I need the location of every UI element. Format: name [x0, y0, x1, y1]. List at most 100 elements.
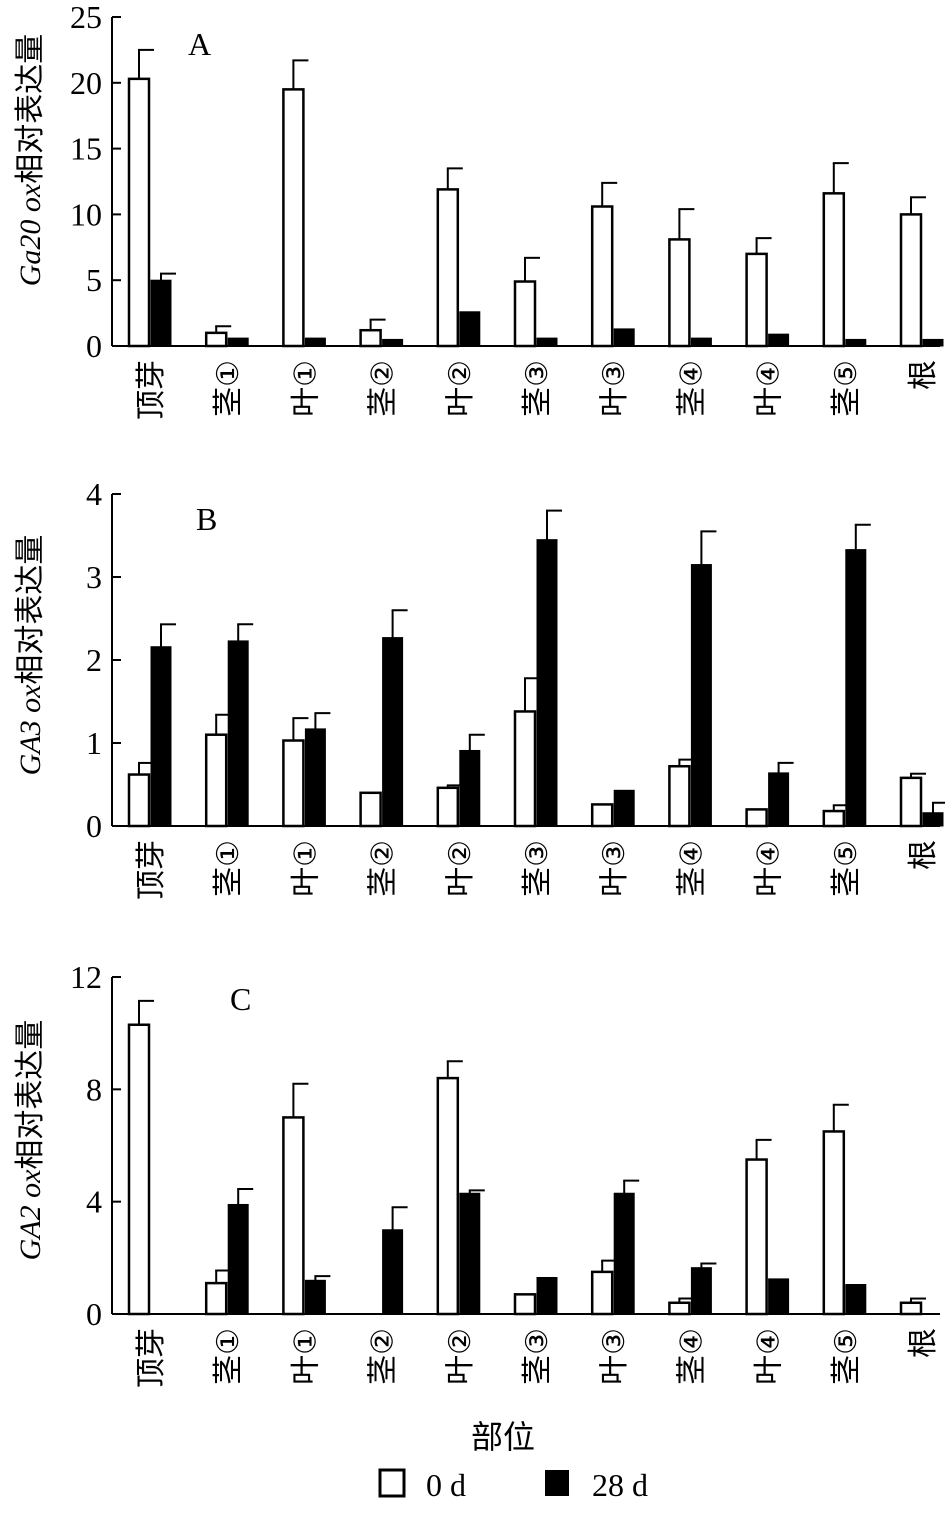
x-axis-label: 部位 [471, 1418, 535, 1456]
y-tick-label: 4 [86, 476, 102, 512]
bar-28d [845, 549, 867, 827]
bar-0d [282, 739, 305, 828]
y-axis-label: Ga20 ox相对表达量 [13, 34, 48, 286]
y-tick-label: 25 [70, 0, 102, 35]
bar-0d [668, 1301, 691, 1316]
y-axis-label-gene: GA3 ox [14, 684, 47, 775]
y-tick-label: 0 [86, 328, 102, 364]
bar-28d [304, 728, 326, 827]
bar-0d [282, 88, 305, 348]
y-axis-label-text: 相对表达量 [13, 1020, 48, 1170]
bar-28d [227, 1203, 249, 1315]
x-tick-label: 叶① [288, 840, 323, 897]
y-tick-label: 0 [86, 808, 102, 844]
x-tick-label: 茎① [211, 1328, 246, 1385]
y-tick-label: 10 [70, 196, 102, 232]
panel-label: C [230, 981, 251, 1017]
bar-0d [822, 809, 846, 828]
x-tick-label: 根 [906, 360, 941, 390]
x-tick-label: 根 [906, 840, 941, 870]
bar-28d [845, 1284, 867, 1315]
bar-0d [204, 331, 228, 348]
bar-28d [845, 338, 867, 347]
bar-0d [513, 1293, 537, 1316]
y-tick-label: 2 [86, 642, 102, 678]
x-tick-label: 叶④ [752, 360, 787, 417]
bar-28d [613, 1192, 635, 1315]
x-tick-label: 叶① [288, 360, 323, 417]
bar-28d [459, 749, 481, 827]
bar-28d [690, 564, 712, 827]
x-tick-label: 叶① [288, 1328, 323, 1385]
bar-0d [282, 1116, 305, 1316]
y-tick-label: 5 [86, 262, 102, 298]
x-tick-label: 茎① [211, 360, 246, 417]
bar-28d [304, 337, 326, 347]
bar-0d [513, 280, 537, 348]
y-axis-label: GA3 ox相对表达量 [13, 535, 48, 776]
bar-28d [459, 1192, 481, 1315]
x-tick-label: 叶② [443, 1328, 478, 1385]
bar-0d [127, 1023, 151, 1316]
bar-28d [768, 772, 790, 827]
x-tick-label: 茎⑤ [829, 360, 864, 417]
bar-28d [304, 1279, 326, 1315]
x-tick-label: 茎② [366, 840, 401, 897]
x-tick-label: 茎④ [674, 360, 709, 417]
y-tick-label: 20 [70, 65, 102, 101]
bar-28d [382, 637, 404, 827]
legend: 0 d 28 d [378, 1467, 648, 1503]
bar-0d [359, 328, 382, 348]
x-tick-label: 茎⑤ [829, 1328, 864, 1385]
bar-28d [150, 646, 172, 827]
bar-28d [150, 279, 172, 347]
bar-0d [822, 192, 846, 348]
x-tick-label: 根 [906, 1328, 941, 1358]
bar-0d [590, 1270, 614, 1316]
bar-28d [382, 338, 404, 347]
x-tick-label: 叶④ [752, 1328, 787, 1385]
y-axis-label: GA2 ox相对表达量 [13, 1020, 48, 1261]
bar-0d [590, 205, 614, 348]
x-tick-label: 叶③ [597, 1328, 632, 1385]
bar-28d [536, 539, 558, 827]
y-axis-label-gene: Ga20 ox [14, 183, 47, 286]
x-tick-label: 叶③ [597, 360, 632, 417]
bar-28d [768, 1278, 790, 1315]
bar-28d [613, 789, 635, 827]
y-axis-label-gene: GA2 ox [14, 1169, 47, 1260]
x-tick-label: 茎② [366, 360, 401, 417]
bar-0d [127, 773, 151, 828]
y-tick-label: 8 [86, 1071, 102, 1107]
x-tick-label: 茎④ [674, 840, 709, 897]
bar-28d [922, 812, 944, 827]
bar-0d [436, 1076, 460, 1316]
panel-label: B [196, 501, 217, 537]
x-tick-label: 茎④ [674, 1328, 709, 1385]
bar-0d [359, 791, 382, 828]
bar-28d [536, 337, 558, 347]
y-tick-label: 15 [70, 131, 102, 167]
bar-0d [436, 188, 460, 348]
bar-28d [922, 338, 944, 347]
y-tick-label: 3 [86, 559, 102, 595]
x-tick-label: 顶芽 [134, 360, 169, 420]
x-tick-label: 茎② [366, 1328, 401, 1385]
legend-label-28d: 28 d [592, 1467, 648, 1503]
bar-0d [745, 808, 768, 828]
x-tick-label: 叶③ [597, 840, 632, 897]
bar-0d [204, 1281, 228, 1316]
x-tick-label: 茎③ [520, 1328, 555, 1385]
panel-label: A [188, 26, 211, 62]
bar-0d [513, 710, 537, 828]
bar-28d [768, 333, 790, 347]
bar-28d [690, 337, 712, 347]
bar-0d [899, 776, 923, 828]
bar-28d [690, 1267, 712, 1315]
bar-0d [745, 1158, 768, 1316]
bar-28d [227, 640, 249, 827]
